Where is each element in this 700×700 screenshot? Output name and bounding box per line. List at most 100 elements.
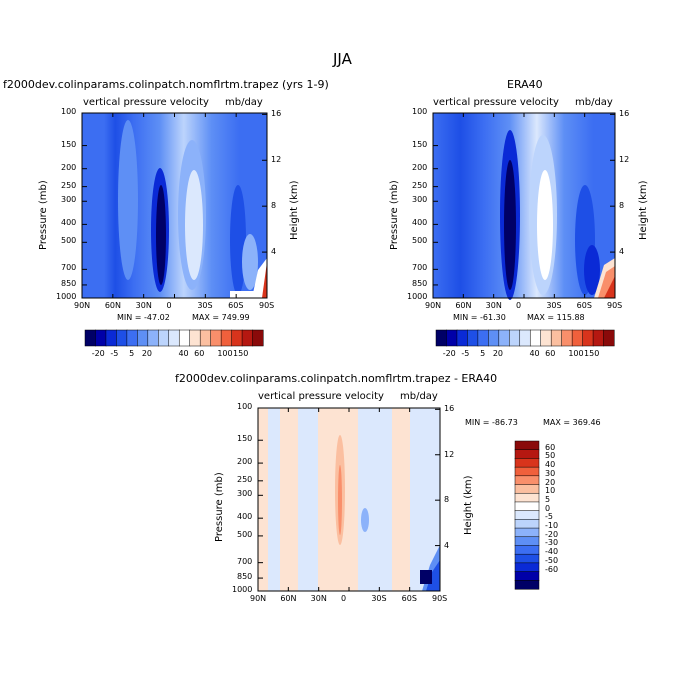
colorbar-swatch — [529, 329, 542, 347]
x-tick-label: 60N — [455, 301, 472, 310]
y-tick-label: 400 — [412, 218, 428, 228]
x-tick-label: 0 — [516, 301, 522, 310]
model-min: MIN = -47.02 — [117, 313, 170, 322]
x-tick-label: 60S — [401, 594, 417, 603]
y-tick-label: 850 — [61, 278, 77, 288]
colorbar-swatch — [95, 329, 107, 347]
x-tick-label: 90N — [250, 594, 267, 603]
colorbar-swatch — [603, 329, 615, 347]
y-tick-label: 1000 — [56, 292, 77, 301]
y-tick-label: 700 — [412, 263, 428, 273]
obs-max: MAX = 115.88 — [527, 313, 585, 322]
colorbar-swatch — [147, 329, 159, 347]
colorbar-label: -20 — [545, 529, 559, 539]
colorbar-swatch — [571, 329, 584, 347]
colorbar-label: -5 — [461, 349, 470, 358]
x-tick-label: 90N — [425, 301, 442, 310]
colorbar-label: -5 — [545, 512, 553, 522]
colorbar-swatch — [116, 329, 128, 347]
y-tick-label: 250 — [61, 180, 77, 190]
obs-panel-title: ERA40 — [507, 78, 543, 91]
colorbar-obs — [435, 329, 615, 347]
colorbar-label: 100 — [568, 349, 584, 358]
colorbar-swatch — [231, 329, 243, 347]
colorbar-label: 40 — [545, 460, 556, 470]
colorbar-swatch — [252, 329, 264, 347]
colorbar-model — [84, 329, 264, 347]
colorbar-label: -30 — [545, 538, 559, 548]
colorbar-swatch — [514, 536, 540, 547]
x-tick-label: 60S — [576, 301, 592, 310]
colorbar-swatch — [178, 329, 191, 347]
model-panel-title: f2000dev.colinparams.colinpatch.nomflrtm… — [3, 78, 329, 91]
x-tick-label: 60N — [280, 594, 297, 603]
colorbar-swatch — [514, 510, 540, 520]
x-tick-label: 30N — [310, 594, 327, 603]
x-tick-label: 60S — [228, 301, 244, 310]
y-tick-label: 200 — [61, 162, 77, 172]
y-right-tick-label: 4 — [271, 247, 277, 257]
y-tick-label: 300 — [61, 195, 77, 205]
obs-ylabel: Pressure (mb) — [389, 180, 400, 250]
colorbar-label: 150 — [584, 349, 600, 358]
y-right-tick-label: 4 — [619, 247, 625, 257]
colorbar-label: 0 — [545, 503, 551, 513]
y-tick-label: 1000 — [407, 292, 428, 301]
y-right-tick-label: 8 — [619, 201, 625, 211]
colorbar-swatch — [561, 329, 573, 347]
x-tick-label: 90S — [607, 301, 623, 310]
x-tick-label: 0 — [341, 594, 347, 603]
y-right-tick-label: 8 — [271, 201, 277, 211]
diff-subtitle-left: vertical pressure velocity — [258, 391, 384, 402]
colorbar-swatch — [514, 580, 540, 590]
colorbar-label: 60 — [545, 442, 556, 452]
diff-subtitle-right: mb/day — [400, 391, 438, 402]
y-tick-label: 100 — [412, 107, 428, 116]
colorbar-label: 5 — [545, 494, 551, 504]
y-tick-label: 400 — [237, 512, 253, 522]
y-right-tick-label: 12 — [619, 155, 630, 165]
x-tick-label: 90S — [432, 594, 448, 603]
model-subtitle-left: vertical pressure velocity — [83, 97, 209, 108]
colorbar-swatch — [220, 329, 233, 347]
y-tick-label: 850 — [237, 572, 253, 582]
colorbar-swatch — [446, 329, 458, 347]
y-tick-label: 250 — [412, 180, 428, 190]
colorbar-swatch — [477, 329, 489, 347]
x-tick-label: 30S — [546, 301, 562, 310]
colorbar-swatch — [550, 329, 563, 347]
colorbar-label: -10 — [545, 521, 559, 531]
colorbar-swatch — [514, 527, 540, 538]
x-tick-label: 90N — [74, 301, 91, 310]
obs-min: MIN = -61.30 — [453, 313, 506, 322]
colorbar-swatch — [514, 519, 540, 529]
colorbar-label: 5 — [129, 349, 135, 358]
diff-min: MIN = -86.73 — [465, 418, 518, 427]
colorbar-diff — [514, 440, 540, 590]
colorbar-swatch — [514, 449, 540, 459]
colorbar-swatch — [514, 466, 540, 477]
y-tick-label: 500 — [412, 236, 428, 246]
colorbar-swatch — [592, 329, 605, 347]
colorbar-swatch — [514, 545, 540, 555]
colorbar-swatch — [514, 475, 540, 486]
colorbar-label: -20 — [442, 349, 456, 358]
y-tick-label: 150 — [237, 434, 253, 444]
y-tick-label: 250 — [237, 474, 253, 484]
colorbar-label: -60 — [545, 564, 559, 574]
colorbar-label: 40 — [529, 349, 540, 358]
colorbar-swatch — [210, 329, 222, 347]
colorbar-label: -50 — [545, 555, 559, 565]
obs-subtitle-left: vertical pressure velocity — [433, 97, 559, 108]
colorbar-label: 20 — [545, 477, 556, 487]
colorbar-label: 40 — [178, 349, 189, 358]
y-right-tick-label: 4 — [444, 540, 450, 550]
y-tick-label: 500 — [237, 529, 253, 539]
colorbar-swatch — [514, 492, 540, 503]
colorbar-swatch — [514, 562, 540, 573]
colorbar-swatch — [168, 329, 180, 347]
model-ylabel: Pressure (mb) — [38, 180, 49, 250]
diff-panel-title: f2000dev.colinparams.colinpatch.nomflrtm… — [175, 372, 498, 385]
y-tick-label: 400 — [61, 218, 77, 228]
y-tick-label: 500 — [61, 236, 77, 246]
